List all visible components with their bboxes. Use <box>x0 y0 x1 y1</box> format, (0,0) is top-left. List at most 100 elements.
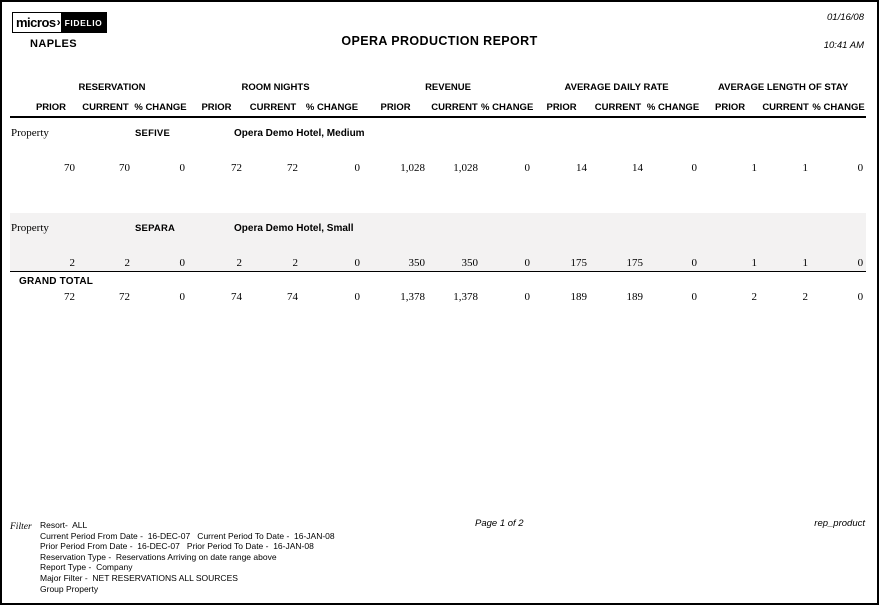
column-header: CURRENT <box>428 93 482 118</box>
report-table-head: RESERVATION ROOM NIGHTS REVENUE AVERAGE DAI… <box>10 77 867 118</box>
table-group-row: RESERVATION ROOM NIGHTS REVENUE AVERAGE DAI… <box>10 77 866 93</box>
property-code: SEPARA <box>135 223 176 234</box>
column-header: CURRENT <box>590 93 647 118</box>
report-table: RESERVATION ROOM NIGHTS REVENUE AVERAGE DAI… <box>10 77 867 304</box>
grand-total-value-cell: 2 <box>751 291 758 303</box>
grand-total-value-cell: 74 <box>231 291 242 303</box>
grand-total-value-cell: 72 <box>119 291 130 303</box>
section-values-row: 70 70 0 72 72 0 1,028 1,028 0 14 14 0 1 1 0 <box>10 142 866 176</box>
report-id: rep_product <box>814 518 865 529</box>
grand-total-value-cell: 189 <box>570 291 588 303</box>
filter-criteria-list: Resort- ALL Current Period From Date - 16… <box>40 520 335 594</box>
property-code: SEFIVE <box>135 128 170 139</box>
logo-chevron-icon: › <box>56 15 61 29</box>
property-name: NAPLES <box>30 38 78 50</box>
logo-fidelio-text: FIDELIO <box>60 13 107 32</box>
column-header: CURRENT <box>245 93 301 118</box>
column-header: PRIOR <box>700 93 761 118</box>
column-header: CURRENT <box>760 93 812 118</box>
value-cell: 0 <box>354 162 361 174</box>
filter-criteria-line: Resort- ALL <box>40 520 88 530</box>
section-values-row: 2 2 0 2 2 0 350 350 0 175 175 0 1 1 0 <box>10 237 867 272</box>
column-group-label: REVENUE <box>425 82 471 93</box>
value-cell: 1,028 <box>400 162 426 174</box>
value-cell: 1 <box>751 257 758 269</box>
filter-criteria-line: Current Period From Date - 16-DEC-07 Cur… <box>40 530 335 541</box>
grand-total-header-cell: GRAND TOTAL <box>10 271 867 288</box>
section-row-label: Property <box>11 222 49 234</box>
grand-total-value-cell: 0 <box>857 291 864 303</box>
column-header: PRIOR <box>363 93 429 118</box>
report-table-body: Property SEFIVE Opera Demo Hotel, Medium 70… <box>10 117 867 304</box>
report-title: OPERA PRODUCTION REPORT <box>341 34 538 48</box>
grand-total-value-cell: 1,378 <box>453 291 479 303</box>
filter-label: Filter <box>10 522 32 532</box>
value-cell: 2 <box>236 257 243 269</box>
column-group-label: RESERVATION <box>78 82 146 93</box>
value-cell: 14 <box>632 162 644 174</box>
value-cell: 1 <box>751 162 758 174</box>
section-row-label: Property <box>11 127 49 139</box>
section-header-cell: Property SEFIVE Opera Demo Hotel, Medium <box>10 117 866 142</box>
grand-total-value-cell: 0 <box>179 291 186 303</box>
section-header-row: Property SEFIVE Opera Demo Hotel, Medium <box>10 117 866 142</box>
value-cell: 350 <box>408 257 426 269</box>
logo-micros-text: micros <box>13 13 57 32</box>
grand-total-value-cell: 189 <box>626 291 644 303</box>
value-cell: 1,028 <box>453 162 479 174</box>
value-cell: 2 <box>292 257 299 269</box>
value-cell: 0 <box>524 257 531 269</box>
value-cell: 0 <box>857 257 864 269</box>
column-group-label: AVERAGE LENGTH OF STAY <box>717 82 849 93</box>
value-cell: 0 <box>691 257 698 269</box>
value-cell: 175 <box>626 257 644 269</box>
filter-criteria-line: Major Filter - NET RESERVATIONS ALL SOUR… <box>40 572 238 583</box>
grand-total-value-cell: 0 <box>354 291 361 303</box>
column-header: % CHANGE <box>133 93 188 118</box>
column-header: PRIOR <box>10 93 78 118</box>
value-cell: 0 <box>179 162 186 174</box>
print-time: 10:41 AM <box>823 40 864 51</box>
spacer-cell <box>10 176 866 213</box>
print-date: 01/16/08 <box>827 12 864 23</box>
filter-criteria-line: Group Property <box>40 583 99 594</box>
page-number: Page 1 of 2 <box>475 518 524 529</box>
filter-criteria-line: Prior Period From Date - 16-DEC-07 Prior… <box>40 541 314 552</box>
grand-total-value-cell: 74 <box>287 291 298 303</box>
value-cell: 0 <box>179 257 186 269</box>
value-cell: 0 <box>354 257 361 269</box>
section-header-cell: Property SEPARA Opera Demo Hotel, Small <box>10 213 866 237</box>
grand-total-value-cell: 72 <box>64 291 75 303</box>
micros-fidelio-logo: micros › FIDELIO <box>12 12 108 33</box>
value-cell: 350 <box>461 257 479 269</box>
value-cell: 0 <box>857 162 864 174</box>
value-cell: 2 <box>69 257 76 269</box>
column-group-label: AVERAGE DAILY RATE <box>564 82 669 93</box>
property-display-name: Opera Demo Hotel, Medium <box>234 128 365 139</box>
value-cell: 72 <box>231 162 242 174</box>
value-cell: 70 <box>119 162 130 174</box>
grand-total-value-cell: 0 <box>524 291 531 303</box>
column-header: % CHANGE <box>301 93 364 118</box>
column-header: % CHANGE <box>811 93 867 118</box>
column-header: % CHANGE <box>646 93 701 118</box>
grand-total-label: GRAND TOTAL <box>19 276 94 287</box>
value-cell: 1 <box>802 162 809 174</box>
column-group-label: ROOM NIGHTS <box>241 82 310 93</box>
column-header: PRIOR <box>188 93 245 118</box>
column-header: PRIOR <box>533 93 591 118</box>
table-subheader-row: PRIOR CURRENT% CHANGE PRIOR CURRENT% CHANGE… <box>10 93 867 118</box>
filter-criteria-line: Report Type - Company <box>40 562 133 573</box>
value-cell: 2 <box>124 257 131 269</box>
grand-total-header-row: GRAND TOTAL <box>10 271 867 288</box>
section-header-row: Property SEPARA Opera Demo Hotel, Small <box>10 213 867 237</box>
grand-total-values-row: 72 72 0 74 74 0 1,378 1,378 0 189 189 0 2 2 0 <box>10 288 866 304</box>
grand-total-value-cell: 0 <box>691 291 698 303</box>
value-cell: 72 <box>287 162 298 174</box>
column-header: CURRENT <box>78 93 133 118</box>
value-cell: 1 <box>802 257 809 269</box>
value-cell: 0 <box>691 162 698 174</box>
column-header: % CHANGE <box>481 93 533 118</box>
filter-criteria-line: Reservation Type - Reservations Arriving… <box>40 551 277 562</box>
